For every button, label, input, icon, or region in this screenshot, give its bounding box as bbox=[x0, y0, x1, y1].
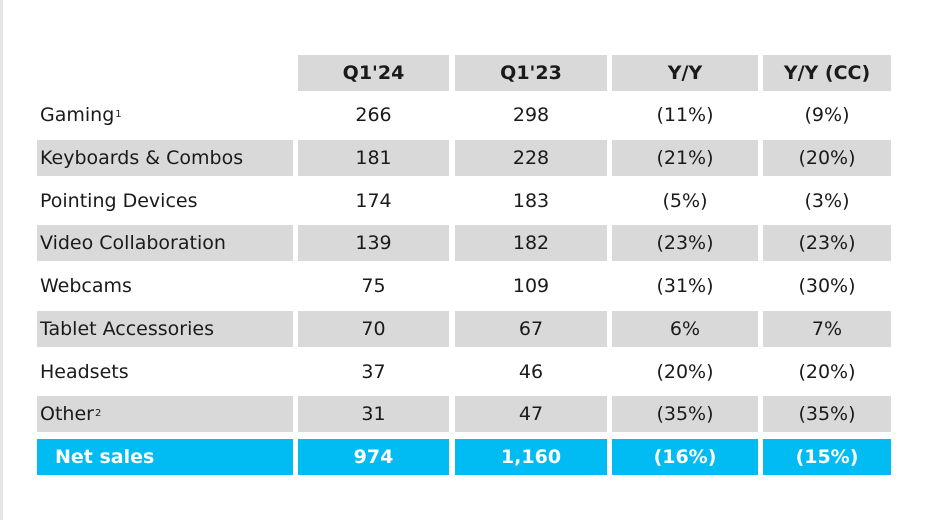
header-q1-23: Q1'23 bbox=[455, 55, 607, 91]
table-row: Pointing Devices 174 183 (5%) (3%) bbox=[0, 183, 928, 219]
net-sales-q1-24: 974 bbox=[298, 439, 449, 475]
cell-q1-23: 298 bbox=[512, 104, 550, 126]
cell-yy-cc: (23%) bbox=[763, 225, 891, 261]
cell-q1-23: 46 bbox=[518, 361, 544, 383]
cell-q1-23: 47 bbox=[455, 396, 607, 432]
table-row: Other 2 31 47 (35%) (35%) bbox=[0, 396, 928, 432]
cell-q1-24: 174 bbox=[355, 190, 392, 212]
row-label: Video Collaboration bbox=[37, 225, 293, 261]
cell-q1-23: 67 bbox=[455, 311, 607, 347]
net-sales-row: Net sales 974 1,160 (16%) (15%) bbox=[0, 439, 928, 475]
cell-yy-cc: (35%) bbox=[763, 396, 891, 432]
cell-yy-cc: (9%) bbox=[804, 104, 850, 126]
cell-yy-cc: (30%) bbox=[798, 275, 856, 297]
net-sales-q1-23: 1,160 bbox=[455, 439, 607, 475]
row-label: Keyboards & Combos bbox=[37, 140, 293, 176]
header-q1-24: Q1'24 bbox=[298, 55, 449, 91]
cell-q1-23: 228 bbox=[455, 140, 607, 176]
row-label: Gaming 1 bbox=[40, 104, 122, 126]
table-header-row: Q1'24 Q1'23 Y/Y Y/Y (CC) bbox=[0, 55, 928, 91]
cell-yy: 6% bbox=[612, 311, 758, 347]
cell-yy: (21%) bbox=[612, 140, 758, 176]
cell-yy: (35%) bbox=[612, 396, 758, 432]
header-yy: Y/Y bbox=[612, 55, 758, 91]
cell-yy-cc: (20%) bbox=[763, 140, 891, 176]
cell-q1-24: 31 bbox=[298, 396, 449, 432]
net-sales-label: Net sales bbox=[37, 439, 293, 475]
table-row: Tablet Accessories 70 67 6% 7% bbox=[0, 311, 928, 347]
cell-yy: (20%) bbox=[656, 361, 714, 383]
cell-q1-24: 139 bbox=[298, 225, 449, 261]
cell-q1-24: 70 bbox=[298, 311, 449, 347]
table-row: Gaming 1 266 298 (11%) (9%) bbox=[0, 97, 928, 133]
net-sales-yy: (16%) bbox=[612, 439, 758, 475]
row-label: Headsets bbox=[40, 361, 129, 383]
left-edge-bar bbox=[0, 0, 3, 520]
cell-yy-cc: 7% bbox=[763, 311, 891, 347]
table-row: Headsets 37 46 (20%) (20%) bbox=[0, 354, 928, 390]
cell-yy: (23%) bbox=[612, 225, 758, 261]
row-label: Other 2 bbox=[37, 396, 293, 432]
table-row: Keyboards & Combos 181 228 (21%) (20%) bbox=[0, 140, 928, 176]
header-yy-cc: Y/Y (CC) bbox=[763, 55, 891, 91]
cell-yy-cc: (3%) bbox=[804, 190, 850, 212]
row-label: Webcams bbox=[40, 275, 132, 297]
cell-q1-24: 181 bbox=[298, 140, 449, 176]
cell-q1-23: 183 bbox=[512, 190, 550, 212]
cell-q1-24: 75 bbox=[361, 275, 386, 297]
table-row: Webcams 75 109 (31%) (30%) bbox=[0, 268, 928, 304]
cell-q1-23: 182 bbox=[455, 225, 607, 261]
cell-yy: (11%) bbox=[656, 104, 714, 126]
cell-yy-cc: (20%) bbox=[798, 361, 856, 383]
row-label: Tablet Accessories bbox=[37, 311, 293, 347]
cell-q1-24: 37 bbox=[361, 361, 386, 383]
cell-yy: (5%) bbox=[662, 190, 708, 212]
net-sales-yy-cc: (15%) bbox=[763, 439, 891, 475]
cell-q1-24: 266 bbox=[355, 104, 392, 126]
header-blank bbox=[37, 55, 293, 91]
table-row: Video Collaboration 139 182 (23%) (23%) bbox=[0, 225, 928, 261]
cell-yy: (31%) bbox=[656, 275, 714, 297]
row-label: Pointing Devices bbox=[40, 190, 198, 212]
cell-q1-23: 109 bbox=[512, 275, 550, 297]
